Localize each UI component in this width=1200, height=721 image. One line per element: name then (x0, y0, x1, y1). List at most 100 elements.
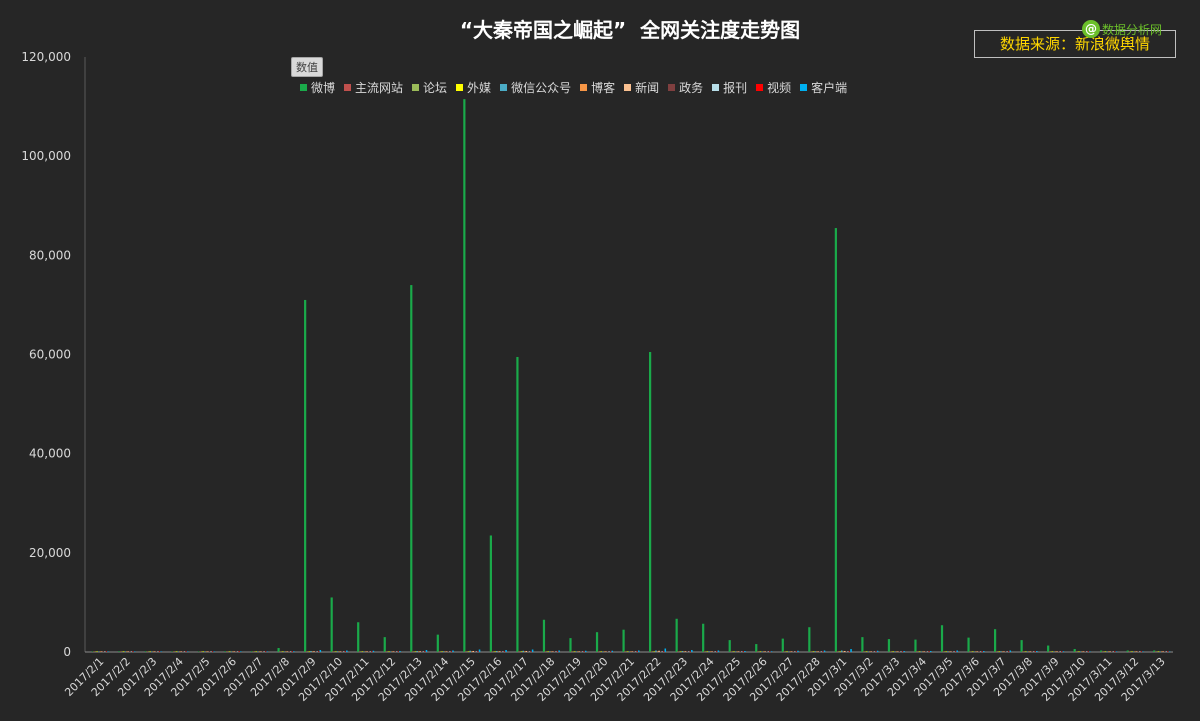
bar[interactable] (970, 651, 973, 652)
bar[interactable] (185, 651, 187, 652)
bar[interactable] (397, 651, 400, 652)
bar[interactable] (389, 651, 392, 652)
bar[interactable] (890, 651, 893, 652)
bar[interactable] (995, 651, 998, 652)
bar[interactable] (555, 651, 557, 652)
bar[interactable] (609, 651, 612, 652)
bar[interactable] (839, 651, 841, 652)
bar[interactable] (1110, 651, 1113, 652)
bar[interactable] (1109, 651, 1111, 652)
bar[interactable] (127, 651, 130, 652)
bar[interactable] (441, 651, 443, 652)
bar[interactable] (691, 650, 693, 652)
bar[interactable] (310, 651, 312, 652)
bar[interactable] (452, 650, 454, 652)
bar[interactable] (385, 651, 387, 652)
bar[interactable] (544, 651, 546, 652)
bar[interactable] (1057, 651, 1060, 652)
bar[interactable] (603, 651, 606, 652)
bar[interactable] (371, 651, 373, 652)
bar[interactable] (600, 651, 603, 652)
bar[interactable] (744, 651, 746, 652)
bar[interactable] (1054, 651, 1057, 652)
bar[interactable] (577, 651, 579, 652)
bar[interactable] (225, 651, 228, 652)
bar[interactable] (471, 651, 473, 652)
bar[interactable] (944, 651, 946, 652)
bar[interactable] (388, 651, 390, 652)
bar[interactable] (282, 651, 284, 652)
bar[interactable] (442, 651, 445, 652)
bar[interactable] (734, 651, 737, 652)
bar[interactable] (1153, 650, 1156, 652)
bar[interactable] (756, 651, 759, 652)
bar[interactable] (341, 651, 343, 652)
bar[interactable] (706, 651, 709, 652)
bar[interactable] (286, 651, 289, 652)
bar[interactable] (174, 651, 176, 652)
bar[interactable] (360, 651, 362, 652)
bar[interactable] (762, 651, 765, 652)
bar[interactable] (1001, 651, 1004, 652)
bar[interactable] (840, 650, 843, 652)
bar[interactable] (466, 651, 468, 652)
bar[interactable] (288, 651, 290, 652)
bar[interactable] (703, 651, 706, 652)
bar[interactable] (105, 651, 108, 652)
bar[interactable] (864, 651, 866, 652)
bar[interactable] (475, 651, 478, 652)
bar[interactable] (1104, 651, 1107, 652)
bar[interactable] (1075, 651, 1077, 652)
bar[interactable] (784, 651, 787, 652)
legend-item[interactable]: 报刊 (712, 79, 747, 96)
bar[interactable] (469, 650, 472, 652)
bar[interactable] (289, 651, 292, 652)
bar[interactable] (200, 651, 203, 652)
bar[interactable] (419, 651, 422, 652)
bar[interactable] (1034, 651, 1037, 652)
bar[interactable] (742, 651, 745, 652)
bar[interactable] (467, 651, 470, 652)
bar[interactable] (606, 651, 609, 652)
bar[interactable] (182, 651, 184, 652)
bar[interactable] (449, 651, 451, 652)
bar[interactable] (948, 651, 951, 652)
bar[interactable] (208, 651, 211, 652)
bar[interactable] (199, 651, 201, 652)
bar[interactable] (709, 651, 712, 652)
bar[interactable] (814, 651, 816, 652)
bar[interactable] (410, 285, 413, 652)
bar[interactable] (705, 651, 707, 652)
bar[interactable] (144, 651, 148, 652)
legend-item[interactable]: 政务 (668, 79, 703, 96)
bar[interactable] (823, 650, 826, 652)
bar[interactable] (967, 637, 970, 652)
bar[interactable] (438, 651, 440, 652)
bar[interactable] (332, 651, 334, 652)
bar[interactable] (786, 651, 788, 652)
bar[interactable] (1047, 645, 1050, 652)
bar[interactable] (346, 650, 348, 652)
bar[interactable] (953, 651, 955, 652)
bar[interactable] (91, 651, 94, 652)
bar[interactable] (154, 651, 156, 652)
bar[interactable] (342, 651, 345, 652)
bar[interactable] (238, 651, 240, 652)
bar[interactable] (622, 629, 625, 652)
bar[interactable] (319, 650, 322, 652)
bar[interactable] (494, 651, 496, 652)
bar[interactable] (124, 651, 127, 652)
bar[interactable] (186, 651, 189, 652)
bar[interactable] (769, 651, 771, 652)
bar[interactable] (151, 651, 153, 652)
bar[interactable] (873, 651, 876, 652)
bar[interactable] (202, 651, 205, 652)
bar[interactable] (261, 651, 264, 652)
bar[interactable] (761, 651, 763, 652)
bar[interactable] (210, 651, 212, 652)
bar[interactable] (915, 651, 918, 652)
bar[interactable] (677, 651, 679, 652)
bar[interactable] (101, 651, 103, 652)
bar[interactable] (517, 651, 520, 652)
bar[interactable] (172, 651, 175, 652)
